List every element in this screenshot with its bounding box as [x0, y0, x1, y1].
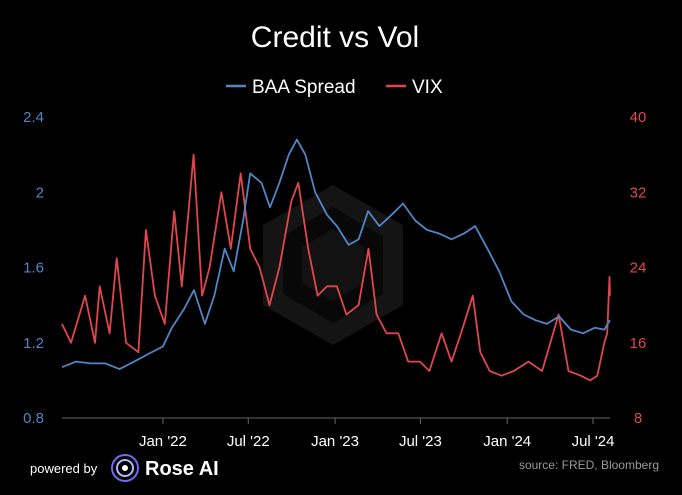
series-line-baa-spread: [61, 138, 611, 370]
series-lines: [61, 138, 611, 382]
y-right-tick-label: 24: [630, 260, 647, 277]
rose-ai-logo-icon: [111, 454, 139, 482]
legend-label-vix: VIX: [412, 77, 443, 98]
x-tick-label: Jul '24: [572, 433, 615, 450]
series-line-vix: [61, 153, 611, 382]
y-axis-right: 8 16 24 32 40: [630, 109, 647, 427]
x-tick-label: Jan '24: [483, 433, 531, 450]
x-tick-label: Jan '22: [139, 433, 187, 450]
chart-title: Credit vs Vol: [251, 21, 419, 54]
y-left-tick-label: 2.4: [23, 109, 44, 126]
y-left-tick-label: 0.8: [23, 410, 44, 427]
y-left-tick-label: 1.6: [23, 260, 44, 277]
y-right-tick-label: 40: [630, 109, 647, 126]
source-note: source: FRED, Bloomberg: [519, 458, 659, 472]
y-right-tick-label: 16: [630, 335, 647, 352]
y-right-tick-label: 32: [630, 184, 647, 201]
x-tick-label: Jul '22: [227, 433, 270, 450]
y-right-tick-label: 8: [634, 410, 642, 427]
legend: BAA Spread VIX: [226, 77, 443, 98]
x-tick-label: Jan '23: [311, 433, 359, 450]
legend-label-baa: BAA Spread: [252, 77, 356, 98]
x-tick-label: Jul '23: [399, 433, 442, 450]
watermark-logo-icon: [263, 185, 403, 345]
y-left-tick-label: 2: [36, 184, 44, 201]
brand-name: Rose AI: [145, 458, 219, 480]
powered-by-text: powered by: [30, 461, 98, 476]
y-axis-left: 0.8 1.2 1.6 2 2.4: [23, 109, 44, 427]
x-axis: Jan '22 Jul '22 Jan '23 Jul '23 Jan '24 Jul '…: [62, 417, 615, 450]
y-left-tick-label: 1.2: [23, 335, 44, 352]
